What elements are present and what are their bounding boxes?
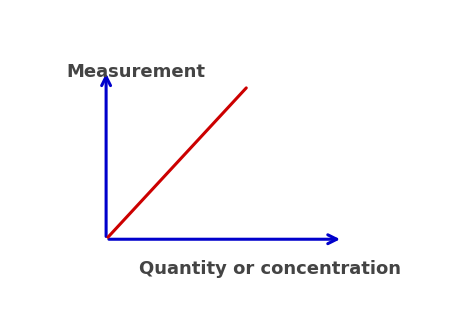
Text: Measurement: Measurement <box>66 63 205 81</box>
Text: Quantity or concentration: Quantity or concentration <box>139 260 401 278</box>
